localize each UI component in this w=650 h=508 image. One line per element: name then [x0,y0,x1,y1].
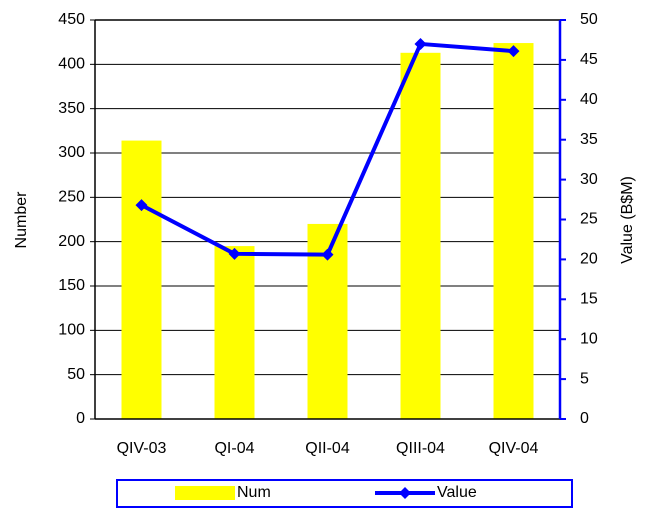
legend-marker [399,487,411,499]
marker [228,247,241,260]
x-tick-label: QIII-04 [396,440,445,457]
y2-tick-label: 0 [580,410,589,427]
legend-swatch [175,486,235,500]
y-tick-label: 350 [58,100,85,117]
bar [400,52,441,419]
y-tick-label: 100 [58,322,85,339]
y2-tick-label: 10 [580,330,598,347]
marker [321,248,334,261]
y2-tick-label: 40 [580,91,598,108]
bar [121,140,162,419]
y-tick-label: 150 [58,277,85,294]
y2-tick-label: 45 [580,51,598,68]
y2-tick-label: 15 [580,291,598,308]
x-tick-label: QIV-04 [489,440,539,457]
x-tick-label: QIV-03 [117,440,167,457]
y2-tick-label: 30 [580,171,598,188]
marker [414,37,427,50]
legend-label: Value [437,484,477,501]
bar [214,246,255,419]
legend-box [116,479,573,508]
marker [507,45,520,58]
y-tick-label: 50 [67,366,85,383]
y-tick-label: 200 [58,233,85,250]
y2-axis-label: Value (B$M) [619,176,636,264]
legend-label: Num [237,484,271,501]
y2-tick-label: 20 [580,251,598,268]
y2-tick-label: 25 [580,211,598,228]
y2-tick-label: 35 [580,131,598,148]
y2-tick-label: 5 [580,370,589,387]
y2-tick-label: 50 [580,11,598,28]
bar [493,43,534,419]
y-tick-label: 300 [58,144,85,161]
y-axis-label: Number [13,191,30,249]
y-tick-label: 450 [58,11,85,28]
y-tick-label: 250 [58,189,85,206]
y-tick-label: 0 [76,410,85,427]
x-tick-label: QI-04 [214,440,254,457]
line [140,41,514,257]
y-tick-label: 400 [58,56,85,73]
marker [135,199,148,212]
x-tick-label: QII-04 [305,440,350,457]
